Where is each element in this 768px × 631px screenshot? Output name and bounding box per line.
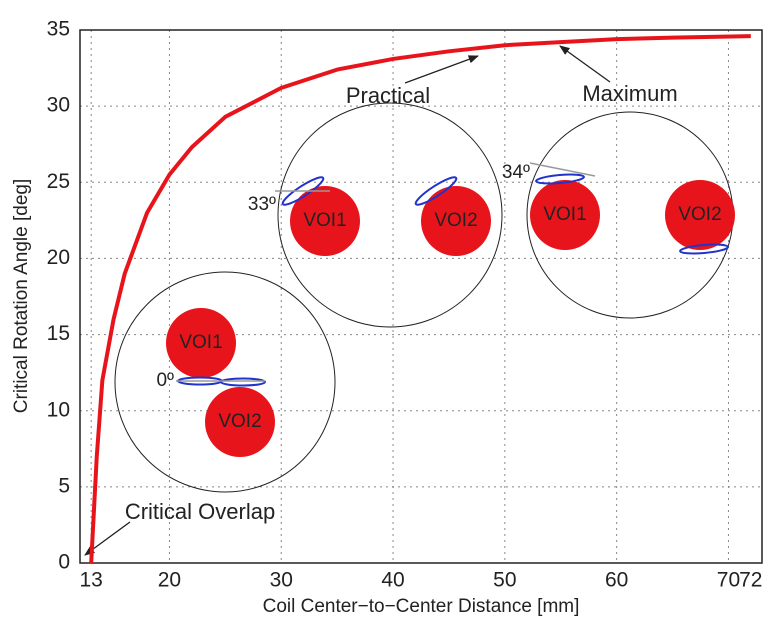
x-tick-label: 13	[80, 569, 103, 592]
y-axis-label: Critical Rotation Angle [deg]	[11, 179, 32, 413]
guide	[529, 162, 596, 177]
data-line	[89, 34, 751, 564]
y-tick-label: 30	[47, 94, 70, 117]
annotation: Practical	[346, 83, 430, 108]
voi-label: VOI2	[434, 210, 477, 231]
coil	[414, 176, 458, 206]
y-tick-label: 5	[58, 474, 70, 497]
coil	[535, 173, 585, 185]
x-tick-label: 50	[493, 569, 516, 592]
voi-label: VOI1	[179, 332, 222, 353]
angle-label: 33º	[248, 194, 276, 215]
x-tick-label: 30	[270, 569, 293, 592]
angle-guides	[176, 162, 596, 382]
angle-label: 34º	[502, 162, 530, 183]
inset-circle	[114, 271, 336, 493]
arrows	[84, 45, 611, 556]
voi	[421, 186, 491, 256]
y-tick-label: 10	[47, 398, 70, 421]
annotation: Critical Overlap	[125, 499, 275, 524]
annotation: Maximum	[582, 81, 677, 106]
x-tick-label: 70	[717, 569, 740, 592]
voi	[665, 180, 735, 250]
x-tick-label: 72	[739, 569, 762, 592]
inset-circle	[277, 102, 503, 328]
x-tick-label: 20	[158, 569, 181, 592]
voi-label: VOI1	[303, 210, 346, 231]
voi-group	[166, 180, 735, 457]
y-tick-label: 25	[47, 170, 70, 193]
voi-label: VOI1	[543, 204, 586, 225]
y-tick-label: 20	[47, 246, 70, 269]
coil	[220, 377, 266, 387]
voi	[205, 387, 275, 457]
plot-frame	[79, 29, 763, 564]
x-tick-label: 40	[381, 569, 404, 592]
arrow	[404, 55, 479, 84]
grid	[80, 30, 762, 563]
coil	[679, 243, 729, 255]
voi	[290, 186, 360, 256]
arrow	[559, 45, 611, 83]
coil	[281, 176, 325, 206]
y-tick-label: 35	[47, 18, 70, 41]
y-tick-label: 0	[58, 551, 70, 574]
voi-label: VOI2	[218, 411, 261, 432]
y-tick-label: 15	[47, 322, 70, 345]
angle-label: 0º	[156, 370, 174, 391]
x-tick-label: 60	[605, 569, 628, 592]
voi-label: VOI2	[678, 204, 721, 225]
voi	[530, 180, 600, 250]
voi	[166, 308, 236, 378]
x-axis-label: Coil Center−to−Center Distance [mm]	[263, 596, 580, 617]
